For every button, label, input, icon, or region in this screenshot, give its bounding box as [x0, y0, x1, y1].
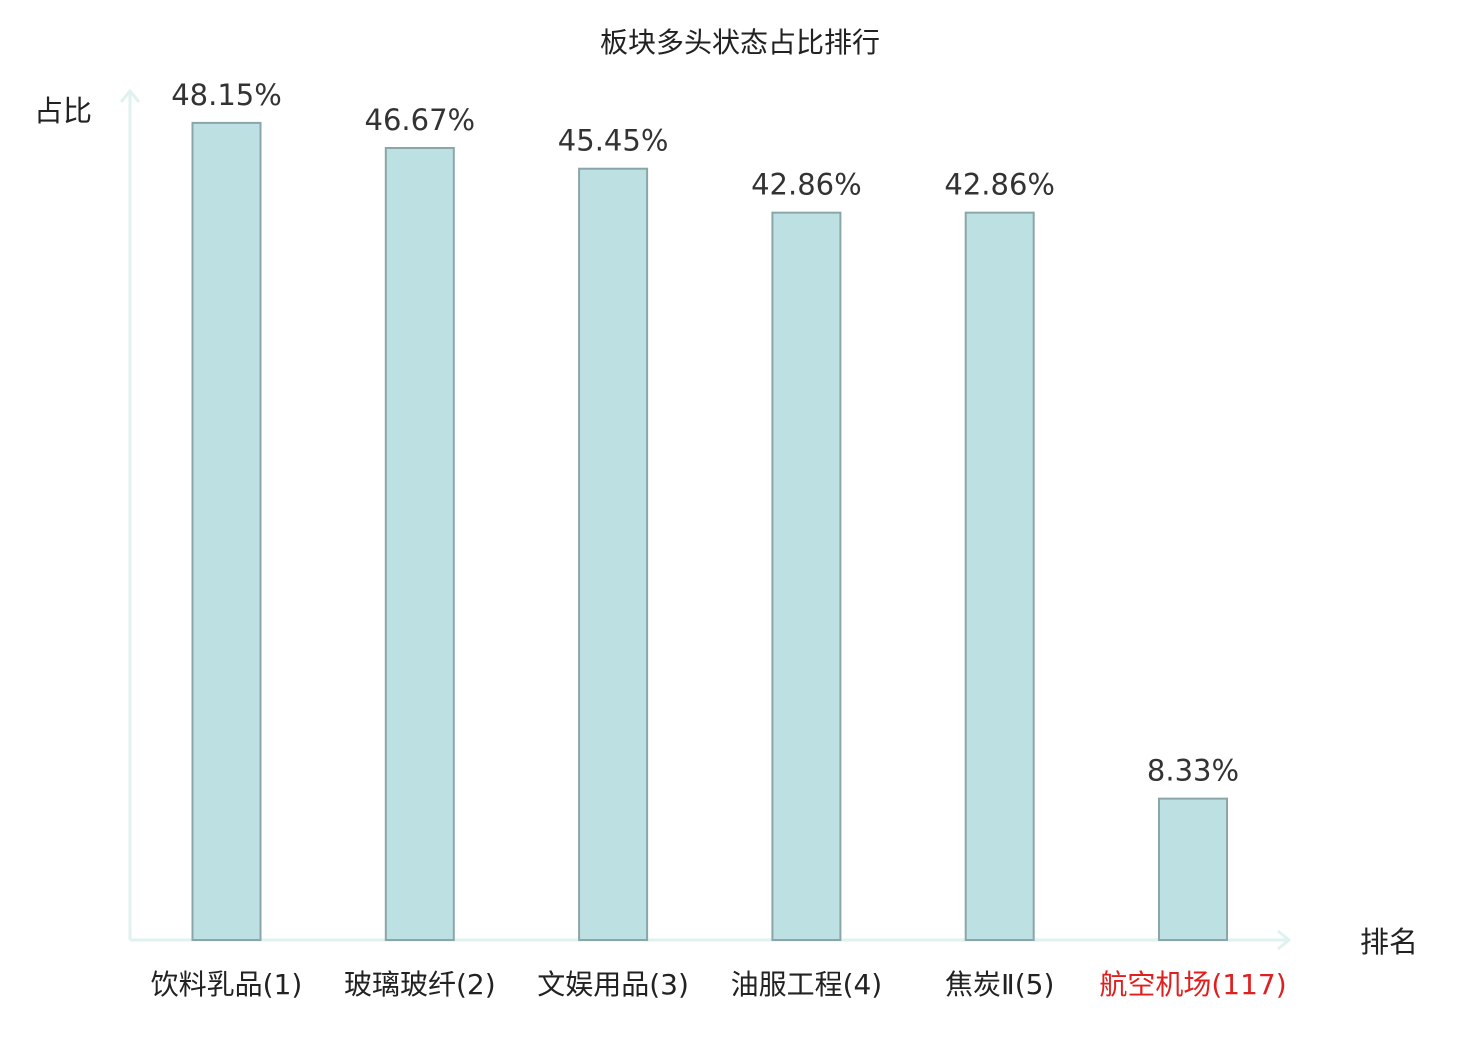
bars-group: 48.15% 饮料乳品(1) 46.67% 玻璃玻纤(2) 45.45% 文娱用品(3) 4… — [151, 78, 1287, 1001]
bar — [384, 147, 455, 942]
bar — [578, 167, 649, 941]
bar — [964, 211, 1035, 942]
category-label: 文娱用品(3) — [537, 968, 689, 1001]
category-label: 玻璃玻纤(2) — [344, 968, 496, 1001]
bar — [191, 121, 262, 942]
bar-value-label: 42.86% — [751, 168, 862, 202]
x-axis-label: 排名 — [1360, 925, 1418, 959]
bar — [771, 211, 842, 942]
bar-value-label: 42.86% — [944, 168, 1055, 202]
category-label: 油服工程(4) — [731, 968, 883, 1001]
y-axis-label: 占比 — [34, 94, 92, 128]
category-label: 航空机场(117) — [1099, 968, 1286, 1001]
bar-value-label: 46.67% — [365, 103, 476, 137]
bar — [1158, 797, 1228, 941]
category-label: 饮料乳品(1) — [151, 968, 303, 1001]
bar-value-label: 8.33% — [1147, 754, 1239, 788]
chart-title: 板块多头状态占比排行 — [600, 26, 880, 59]
bar-value-label: 48.15% — [171, 78, 282, 112]
bar-value-label: 45.45% — [558, 124, 669, 158]
category-label: 焦炭Ⅱ(5) — [945, 968, 1054, 1001]
